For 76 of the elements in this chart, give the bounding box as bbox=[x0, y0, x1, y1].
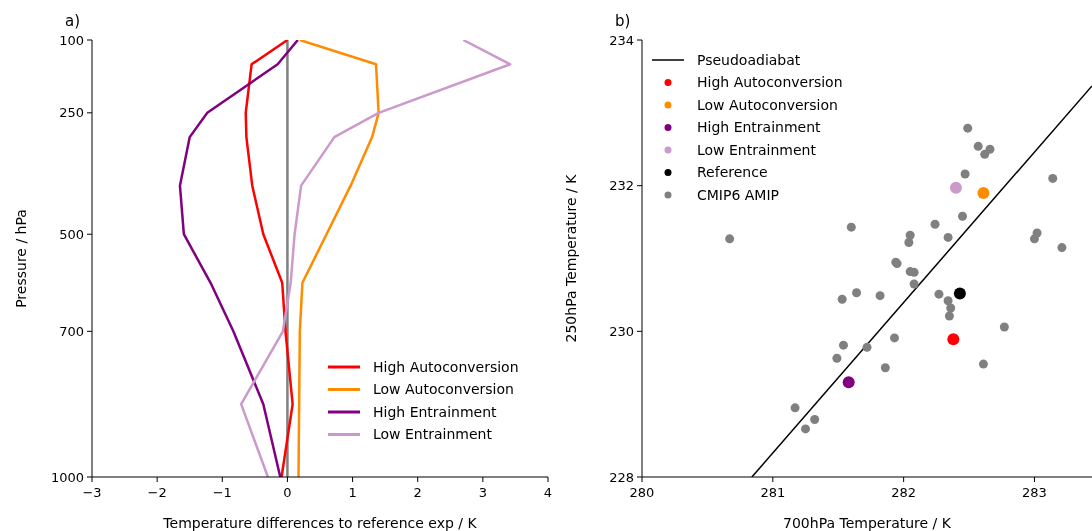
chart-title: a) bbox=[65, 12, 81, 30]
x-tick-label: 0 bbox=[283, 485, 292, 500]
point bbox=[949, 181, 962, 194]
legend-label: Low Autoconversion bbox=[373, 381, 514, 398]
chart-title: b) bbox=[615, 12, 631, 30]
x-axis-title: 700hPa Temperature / K bbox=[783, 515, 952, 531]
point bbox=[801, 424, 811, 434]
point bbox=[1057, 243, 1067, 253]
point bbox=[862, 342, 872, 352]
y-tick-label: 234 bbox=[609, 32, 634, 48]
x-axis-title: Temperature differences to reference exp / K bbox=[162, 515, 478, 531]
point bbox=[943, 232, 953, 242]
legend-label: High Entrainment bbox=[697, 119, 822, 136]
legend-label: Low Entrainment bbox=[697, 141, 817, 158]
point bbox=[904, 237, 914, 247]
y-tick-label: 1000 bbox=[50, 469, 84, 485]
y-axis-title: Pressure / hPa bbox=[13, 209, 29, 308]
point bbox=[977, 186, 990, 199]
y-tick-label: 250 bbox=[59, 105, 84, 121]
point bbox=[725, 234, 735, 244]
line-series bbox=[244, 40, 294, 477]
y-tick-label: 700 bbox=[59, 323, 84, 339]
point bbox=[978, 359, 988, 369]
x-tick-label: 281 bbox=[760, 485, 786, 500]
point bbox=[946, 303, 956, 313]
point bbox=[889, 333, 899, 343]
y-tick-label: 230 bbox=[609, 323, 634, 339]
point bbox=[837, 294, 847, 304]
point bbox=[947, 333, 960, 346]
y-axis-title: 250hPa Temperature / K bbox=[563, 173, 579, 343]
point bbox=[846, 222, 856, 232]
point bbox=[934, 289, 944, 299]
x-tick-label: −3 bbox=[82, 485, 102, 500]
point bbox=[909, 279, 919, 289]
point bbox=[810, 414, 820, 424]
point bbox=[842, 376, 855, 389]
x-tick-label: 283 bbox=[1022, 485, 1047, 500]
x-tick-label: 4 bbox=[543, 485, 553, 500]
legend-label: Low Entrainment bbox=[373, 426, 493, 443]
x-tick-label: 280 bbox=[629, 485, 655, 500]
point bbox=[960, 169, 970, 179]
point bbox=[944, 311, 954, 321]
legend-label: High Autoconversion bbox=[373, 358, 519, 375]
point bbox=[943, 296, 953, 306]
point bbox=[1029, 234, 1039, 244]
point bbox=[875, 291, 885, 301]
point bbox=[832, 353, 842, 363]
y-tick-label: 232 bbox=[609, 178, 634, 194]
x-tick-label: 282 bbox=[891, 485, 917, 500]
point bbox=[980, 149, 990, 159]
point bbox=[852, 288, 862, 298]
x-tick-label: −2 bbox=[147, 485, 167, 500]
point bbox=[790, 403, 800, 413]
x-tick-label: −1 bbox=[212, 485, 232, 500]
legend-label: Pseudoadiabat bbox=[697, 51, 801, 68]
legend-label: CMIP6 AMIP bbox=[697, 186, 780, 203]
y-tick-label: 500 bbox=[59, 226, 84, 242]
point bbox=[880, 363, 890, 373]
x-tick-label: 2 bbox=[413, 485, 422, 500]
point bbox=[957, 211, 967, 221]
legend-label: Low Autoconversion bbox=[697, 96, 838, 113]
y-tick-label: 228 bbox=[609, 469, 634, 485]
point bbox=[930, 219, 940, 229]
legend-label: High Autoconversion bbox=[697, 74, 843, 91]
x-tick-label: 1 bbox=[348, 485, 357, 500]
point bbox=[999, 322, 1009, 332]
x-tick-label: 3 bbox=[478, 485, 487, 500]
legend-label: Reference bbox=[697, 164, 768, 181]
y-tick-label: 100 bbox=[59, 32, 84, 48]
point bbox=[838, 340, 848, 350]
point bbox=[1048, 173, 1058, 183]
line-series bbox=[178, 40, 300, 477]
point bbox=[963, 123, 973, 133]
legend-label: High Entrainment bbox=[373, 403, 498, 420]
point bbox=[973, 141, 983, 151]
point bbox=[953, 287, 966, 300]
